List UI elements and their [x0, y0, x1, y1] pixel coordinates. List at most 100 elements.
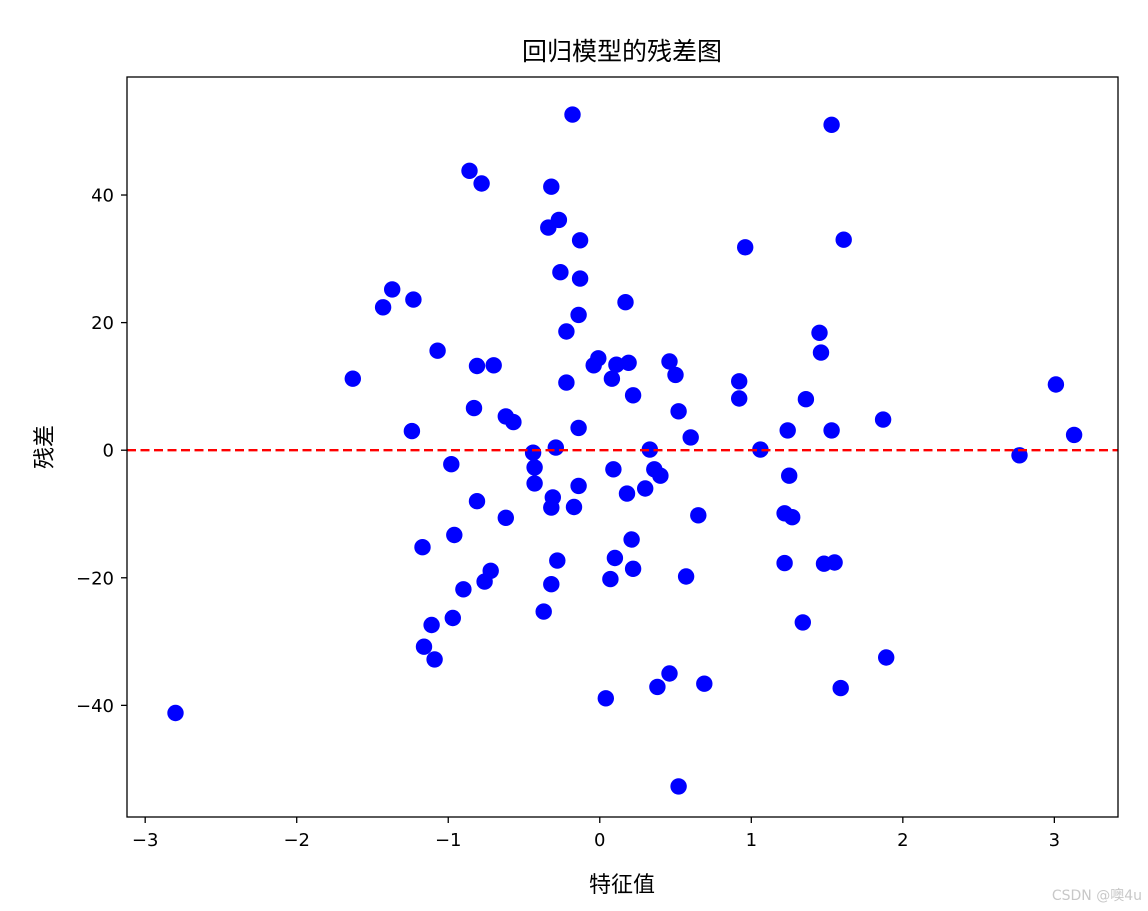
plot-area-frame [126, 76, 1119, 818]
data-point [374, 299, 392, 316]
y-tick-label: 20 [91, 313, 114, 334]
data-point [597, 690, 614, 707]
data-point [473, 175, 490, 192]
data-point [344, 370, 361, 387]
data-point [605, 461, 622, 478]
data-point [426, 651, 443, 668]
data-point [812, 344, 830, 361]
data-point [677, 568, 695, 585]
data-point [781, 467, 798, 484]
data-point [497, 509, 514, 526]
data-point [670, 403, 687, 420]
data-point [637, 480, 654, 497]
data-point [384, 281, 401, 298]
data-point [455, 581, 472, 598]
data-point [524, 444, 542, 461]
data-point [403, 422, 421, 440]
x-tick-label: 0 [594, 830, 605, 851]
data-point [571, 270, 589, 287]
data-point [465, 399, 483, 417]
y-axis-ticks: −40 −20 0 20 40 [76, 186, 127, 717]
x-axis-label: 特征值 [589, 873, 655, 898]
data-point [544, 489, 561, 506]
data-point [682, 429, 699, 446]
watermark: CSDN @噢4u [1051, 888, 1142, 904]
x-axis-ticks: −3 −2 −1 0 1 2 3 [132, 817, 1060, 851]
data-point [1047, 376, 1065, 393]
data-point [620, 354, 637, 371]
data-point [485, 357, 502, 374]
data-point [649, 678, 666, 696]
data-point [167, 704, 184, 722]
data-point [444, 609, 461, 627]
data-point [443, 456, 460, 473]
data-point [779, 422, 796, 439]
y-tick-label: −40 [76, 696, 114, 717]
data-point [811, 324, 828, 341]
data-point [608, 356, 625, 373]
x-tick-label: −1 [435, 830, 462, 851]
data-point [797, 391, 815, 408]
data-point [617, 294, 634, 311]
data-point [737, 239, 754, 256]
y-tick-label: 0 [103, 441, 114, 462]
x-tick-label: 1 [746, 830, 757, 851]
data-point [558, 323, 575, 340]
data-point [565, 498, 583, 516]
data-point [547, 439, 564, 456]
data-point [526, 459, 543, 476]
data-point [826, 554, 843, 571]
data-point [832, 679, 849, 697]
data-point [794, 614, 811, 631]
data-point [784, 509, 801, 526]
data-point [423, 616, 440, 634]
data-point [823, 116, 840, 133]
data-point [624, 387, 642, 404]
data-point [543, 178, 560, 195]
data-point [405, 291, 422, 308]
x-tick-label: −3 [132, 830, 159, 851]
x-tick-label: 2 [897, 830, 908, 851]
x-tick-label: 3 [1049, 830, 1060, 851]
data-point [550, 211, 568, 229]
data-point [549, 552, 566, 569]
data-point [564, 106, 581, 123]
data-point [667, 366, 684, 384]
data-point [526, 475, 543, 492]
data-point [570, 419, 587, 437]
plot-marks [127, 106, 1118, 795]
data-point [590, 350, 607, 367]
data-point [543, 576, 560, 593]
data-point [670, 778, 687, 795]
y-axis-label: 残差 [33, 425, 58, 469]
data-point [429, 342, 446, 359]
data-point [558, 374, 575, 391]
data-point [731, 373, 748, 390]
data-point [446, 526, 463, 544]
data-point [618, 485, 636, 502]
data-point [552, 264, 569, 281]
data-point [414, 539, 431, 556]
data-point [652, 467, 669, 484]
data-point [535, 603, 552, 620]
data-point [602, 570, 619, 588]
data-point [570, 306, 587, 324]
data-point [1065, 426, 1083, 444]
data-point [835, 231, 852, 248]
data-point [878, 649, 895, 666]
data-point [661, 353, 678, 370]
data-point [823, 422, 840, 439]
data-point [570, 477, 587, 495]
data-point [661, 665, 678, 682]
data-point [641, 441, 658, 458]
data-point [874, 411, 892, 428]
data-point [624, 560, 642, 577]
data-point [468, 357, 486, 375]
y-tick-label: 40 [91, 186, 114, 207]
data-point [482, 562, 499, 579]
data-point [731, 390, 748, 407]
data-point [690, 507, 707, 524]
data-point [606, 549, 624, 567]
data-point [468, 493, 486, 510]
